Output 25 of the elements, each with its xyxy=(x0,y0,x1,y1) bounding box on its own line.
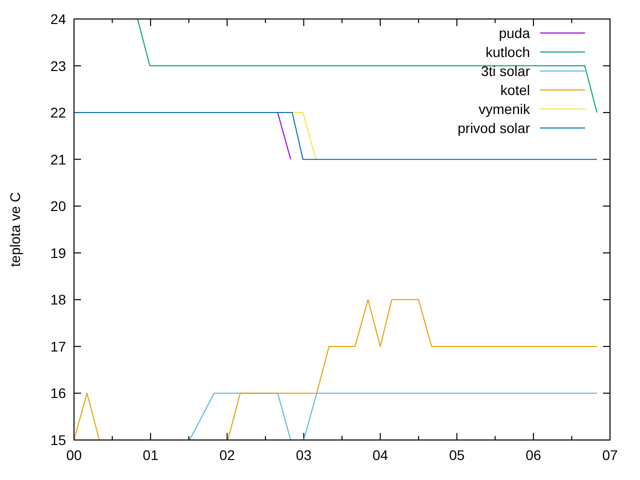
y-tick-label: 22 xyxy=(50,104,66,121)
x-tick-label: 04 xyxy=(372,447,388,463)
y-tick-label: 23 xyxy=(50,58,66,74)
y-tick-label: 20 xyxy=(50,198,66,214)
x-tick-label: 07 xyxy=(602,447,618,463)
y-tick-label: 19 xyxy=(50,244,66,261)
y-tick-label: 17 xyxy=(50,338,66,354)
y-tick-label: 24 xyxy=(50,11,66,27)
legend-label: privod solar xyxy=(458,120,530,136)
x-tick-label: 00 xyxy=(66,447,82,463)
y-tick-label: 15 xyxy=(50,432,66,448)
y-tick-label: 16 xyxy=(50,385,66,402)
legend-label: puda xyxy=(498,25,530,41)
x-tick-label: 05 xyxy=(449,447,465,463)
legend-label: vymenik xyxy=(478,101,531,117)
y-tick-label: 18 xyxy=(50,292,66,308)
y-tick-label: 21 xyxy=(50,151,66,168)
legend-label: kutloch xyxy=(486,44,530,60)
x-tick-label: 06 xyxy=(526,447,542,463)
x-tick-label: 03 xyxy=(296,447,312,463)
legend-label: kotel xyxy=(500,82,530,98)
x-tick-label: 02 xyxy=(219,447,236,463)
y-axis-title: teplota ve C xyxy=(7,192,23,267)
legend-label: 3ti solar xyxy=(480,63,530,79)
x-tick-label: 01 xyxy=(142,447,159,463)
